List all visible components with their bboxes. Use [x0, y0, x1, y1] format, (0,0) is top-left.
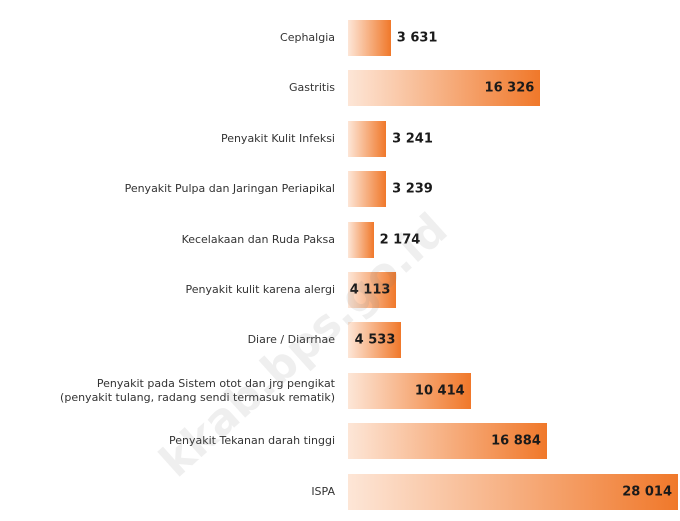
- category-label: Penyakit Pulpa dan Jaringan Periapikal: [124, 182, 335, 196]
- category-label: Penyakit Kulit Infeksi: [220, 131, 335, 145]
- category-label: Penyakit kulit karena alergi: [185, 283, 336, 296]
- value-label: 3 239: [392, 181, 433, 197]
- bar: [348, 272, 397, 308]
- category-label: Kecelakaan dan Ruda Paksa: [181, 232, 335, 246]
- category-label: Penyakit Tekanan darah tinggi: [169, 434, 335, 448]
- bar: [348, 372, 471, 409]
- category-label: Diare / Diarrhae: [247, 333, 335, 347]
- value-label: 10 414: [414, 383, 465, 399]
- category-label: Cephalgia: [280, 31, 335, 44]
- value-label: 16 326: [484, 80, 535, 96]
- bar: [348, 322, 402, 359]
- bar: [348, 221, 374, 258]
- value-label: 4 533: [354, 332, 396, 348]
- category-label: Penyakit pada Sistem otot dan jrg pengik…: [60, 376, 335, 404]
- value-label: 16 884: [491, 433, 541, 449]
- bar: [348, 473, 678, 510]
- bar: [348, 20, 391, 56]
- value-label: 3 631: [396, 30, 438, 46]
- bar: [348, 120, 387, 157]
- value-label: 28 014: [622, 484, 672, 500]
- bar: [348, 423, 547, 460]
- bar: [348, 70, 541, 107]
- bar: [348, 171, 387, 208]
- category-label: ISPA: [311, 484, 335, 498]
- category-label: Gastritis: [289, 81, 335, 95]
- value-label: 3 241: [392, 131, 433, 147]
- value-label: 4 113: [349, 282, 391, 298]
- value-label: 2 174: [379, 232, 421, 248]
